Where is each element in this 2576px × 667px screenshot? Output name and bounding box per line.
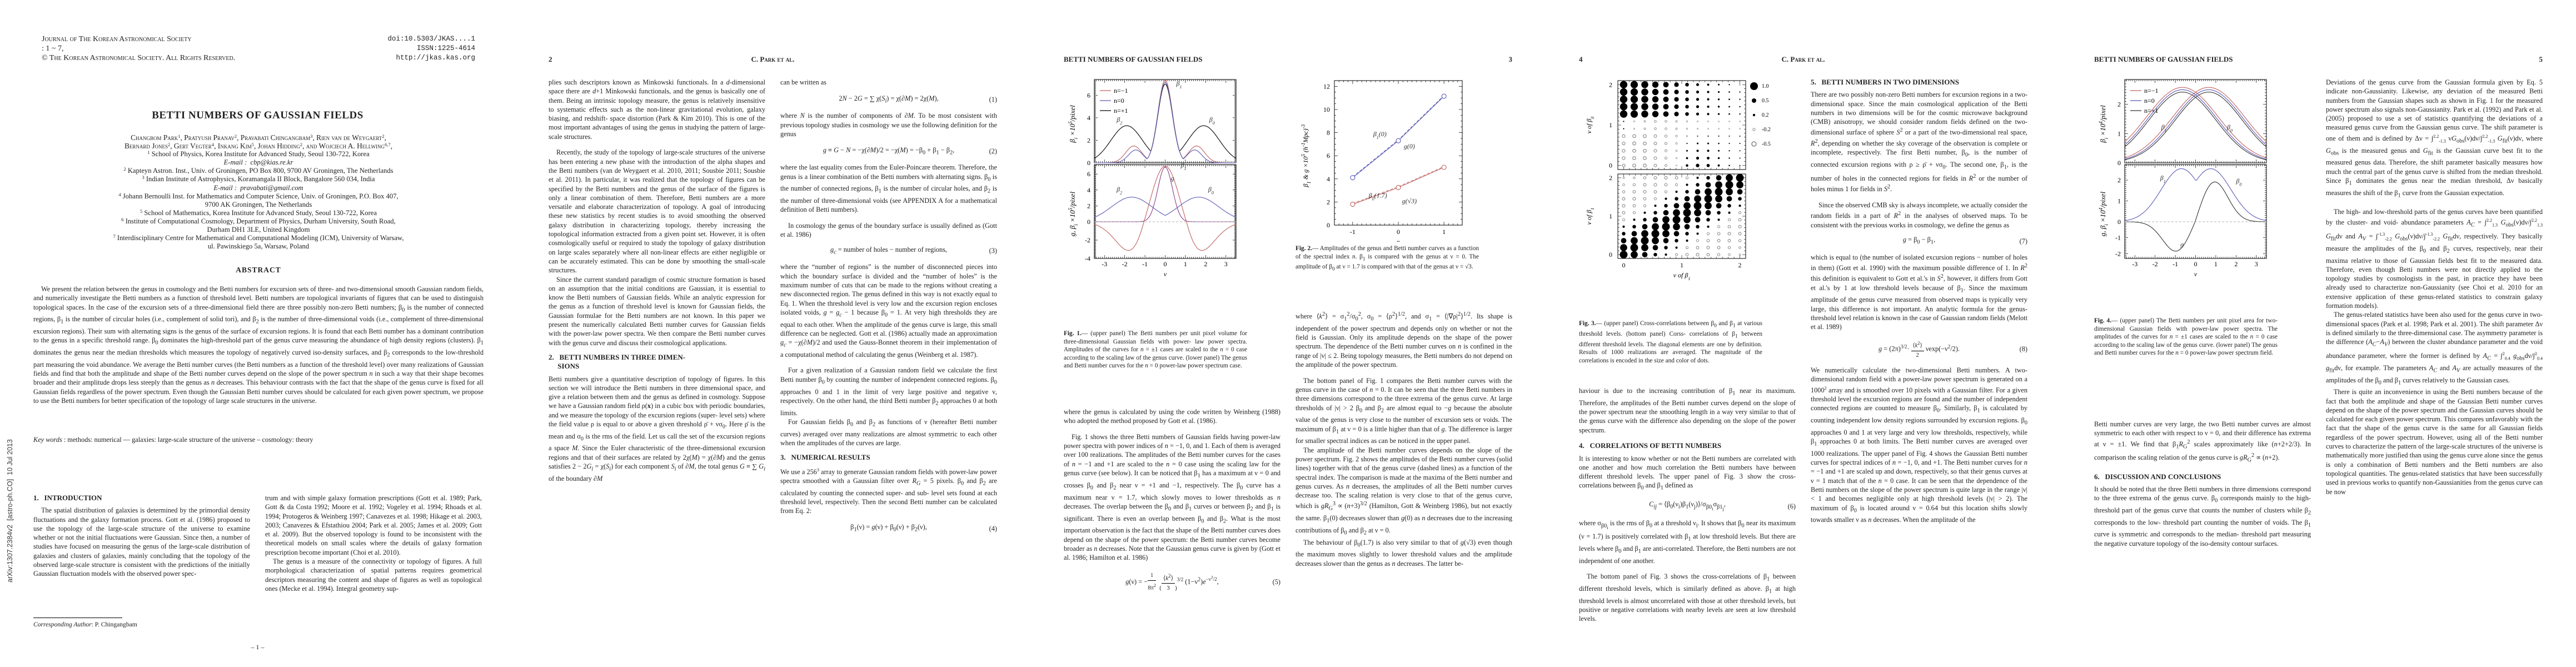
- svg-text:n=−1: n=−1: [1114, 87, 1128, 94]
- svg-text:0.5: 0.5: [1762, 98, 1769, 104]
- svg-text:ν of β0: ν of β0: [1585, 117, 1595, 134]
- svg-text:-2: -2: [1085, 236, 1090, 244]
- svg-text:0.2: 0.2: [1762, 112, 1769, 118]
- svg-text:0: 0: [1609, 162, 1612, 170]
- svg-text:2: 2: [2234, 260, 2238, 268]
- svg-text:6: 6: [1087, 170, 1090, 178]
- svg-text:2: 2: [2117, 176, 2121, 184]
- svg-text:g: g: [1171, 175, 1174, 182]
- svg-text:0: 0: [1164, 260, 1167, 268]
- svg-text:β1(0): β1(0): [1373, 130, 1387, 140]
- svg-text:βi ×105/pixel: βi ×105/pixel: [1068, 105, 1079, 143]
- svg-text:β0: β0: [1208, 186, 1214, 196]
- svg-text:6: 6: [1327, 152, 1330, 160]
- svg-text:1: 1: [2117, 130, 2121, 137]
- svg-text:n=−1: n=−1: [2144, 87, 2159, 94]
- svg-text:β1 & g ×105 (h-1Mpc)-3: β1 & g ×105 (h-1Mpc)-3: [1301, 124, 1312, 187]
- svg-text:1: 1: [1609, 212, 1612, 220]
- svg-text:0: 0: [1327, 221, 1330, 229]
- svg-text:2: 2: [1204, 260, 1207, 268]
- svg-text:12: 12: [1323, 82, 1330, 90]
- svg-text:0: 0: [2194, 260, 2198, 268]
- svg-text:8: 8: [1327, 129, 1330, 137]
- svg-text:-1: -1: [2173, 260, 2178, 268]
- svg-text:-3: -3: [2132, 260, 2137, 268]
- svg-text:2: 2: [1087, 202, 1090, 210]
- svg-text:0: 0: [2117, 218, 2121, 226]
- svg-text:n=+1: n=+1: [2144, 107, 2159, 115]
- svg-text:β1: β1: [2160, 174, 2166, 184]
- svg-text:β0(1.7): β0(1.7): [1368, 191, 1387, 201]
- svg-text:n=0: n=0: [1114, 97, 1124, 104]
- svg-text:ν of β1: ν of β1: [1673, 271, 1691, 281]
- svg-text:1: 1: [2214, 260, 2218, 268]
- svg-text:1: 1: [1442, 228, 1446, 236]
- svg-text:2: 2: [1738, 261, 1742, 269]
- svg-text:10: 10: [1323, 106, 1330, 113]
- svg-text:g(0): g(0): [1404, 142, 1415, 150]
- svg-text:1: 1: [1184, 260, 1187, 268]
- svg-text:-1: -1: [1142, 260, 1148, 268]
- svg-text:0: 0: [2117, 159, 2121, 167]
- svg-text:g(√3): g(√3): [1402, 197, 1417, 205]
- svg-text:g, βi ×104/pixel: g, βi ×104/pixel: [2098, 191, 2109, 236]
- svg-text:-3: -3: [1102, 260, 1107, 268]
- svg-text:β2: β2: [1116, 186, 1122, 196]
- svg-text:n=+1: n=+1: [1114, 107, 1128, 115]
- svg-text:-2: -2: [2153, 260, 2158, 268]
- svg-text:β1: β1: [1176, 79, 1182, 89]
- svg-text:β0: β0: [2235, 177, 2241, 187]
- svg-text:6: 6: [1087, 91, 1090, 99]
- svg-text:0: 0: [1609, 251, 1612, 258]
- svg-text:βi ×104/pixel: βi ×104/pixel: [2098, 105, 2109, 143]
- svg-text:0: 0: [1087, 159, 1090, 167]
- svg-text:g, βi ×105/pixel: g, βi ×105/pixel: [1068, 191, 1079, 236]
- svg-text:ν of β1: ν of β1: [1585, 208, 1595, 225]
- svg-text:4: 4: [1087, 186, 1090, 194]
- svg-text:β2: β2: [1116, 116, 1122, 126]
- svg-text:-1: -1: [1350, 228, 1356, 236]
- svg-text:2: 2: [1327, 198, 1330, 206]
- svg-text:1: 1: [1609, 121, 1612, 129]
- svg-text:4: 4: [1327, 175, 1330, 183]
- svg-text:-1: -1: [2115, 234, 2121, 242]
- svg-text:0: 0: [1622, 261, 1625, 269]
- svg-text:0: 0: [1397, 228, 1400, 236]
- svg-text:0: 0: [1087, 218, 1090, 226]
- svg-text:g: g: [2180, 240, 2184, 248]
- svg-text:-0.5: -0.5: [1762, 141, 1771, 147]
- svg-text:1: 1: [1680, 261, 1683, 269]
- svg-text:n: n: [1397, 238, 1400, 242]
- svg-text:1.0: 1.0: [1762, 83, 1769, 89]
- svg-text:β0: β0: [1209, 116, 1215, 126]
- svg-text:1: 1: [2117, 197, 2121, 205]
- svg-text:2: 2: [1609, 81, 1612, 88]
- svg-text:2: 2: [1609, 174, 1612, 182]
- svg-text:n=0: n=0: [2144, 97, 2155, 104]
- svg-text:2: 2: [1087, 136, 1090, 144]
- svg-text:-0.2: -0.2: [1762, 127, 1771, 133]
- svg-text:-4: -4: [1085, 255, 1090, 262]
- svg-text:ν: ν: [1164, 270, 1167, 278]
- svg-text:ν: ν: [2194, 270, 2198, 278]
- svg-text:2: 2: [2117, 101, 2121, 108]
- svg-text:4: 4: [1087, 114, 1090, 122]
- svg-text:3: 3: [2255, 260, 2258, 268]
- svg-text:-2: -2: [1122, 260, 1128, 268]
- svg-text:3: 3: [1224, 260, 1228, 268]
- svg-text:-2: -2: [2115, 250, 2121, 257]
